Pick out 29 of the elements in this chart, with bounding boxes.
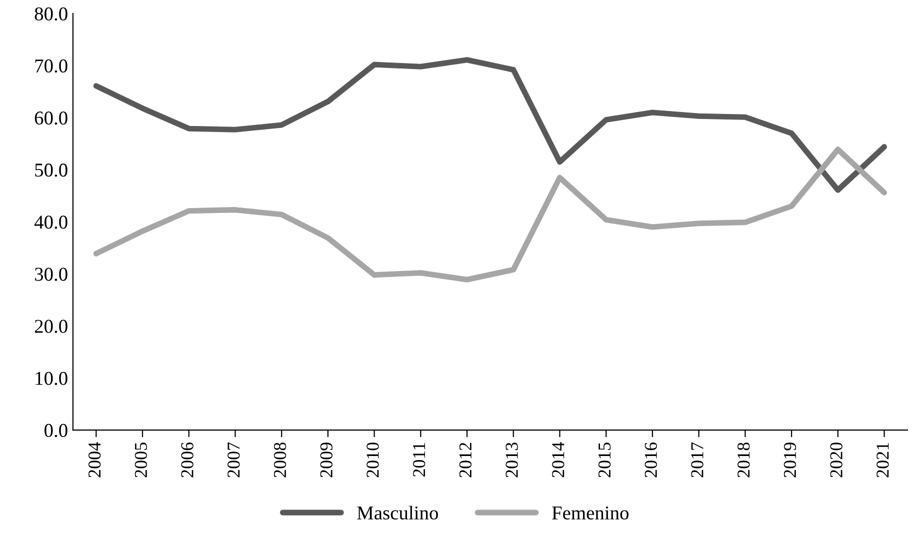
x-tick-label: 2020 [830,442,842,478]
x-tick-label: 2008 [274,442,286,478]
x-tick-label: 2010 [366,442,379,478]
x-tick-label: 2004 [88,442,101,478]
x-tick-label: 2021 [876,442,889,478]
y-tick-label: 10.0 [36,372,68,386]
x-tick-label: 2011 [412,442,426,477]
x-tick-label: 2016 [644,442,657,478]
x-tick-label: 2013 [506,442,518,478]
x-tick-label: 2007 [228,442,240,478]
legend-label: Masculino [357,506,438,520]
x-tick-label: 2005 [134,442,148,478]
x-tick-label: 2012 [459,442,472,478]
y-tick-label: 0.0 [44,424,68,438]
x-tick-label: 2009 [320,442,332,478]
y-tick-label: 70.0 [35,59,68,73]
x-tick-label: 2014 [552,442,564,478]
y-tick-label: 40.0 [34,216,68,229]
y-tick-label: 80.0 [34,7,68,21]
y-tick-label: 30.0 [35,268,68,281]
x-tick-label: 2015 [598,442,611,478]
x-tick-label: 2018 [738,442,750,478]
y-tick-label: 60.0 [34,111,68,125]
y-tick-label: 20.0 [34,320,68,333]
x-tick-label: 2019 [784,442,796,478]
y-tick-label: 50.0 [35,164,68,177]
x-tick-label: 2017 [691,442,704,478]
x-tick-label: 2006 [181,442,194,478]
legend-label: Femenino [552,506,629,520]
